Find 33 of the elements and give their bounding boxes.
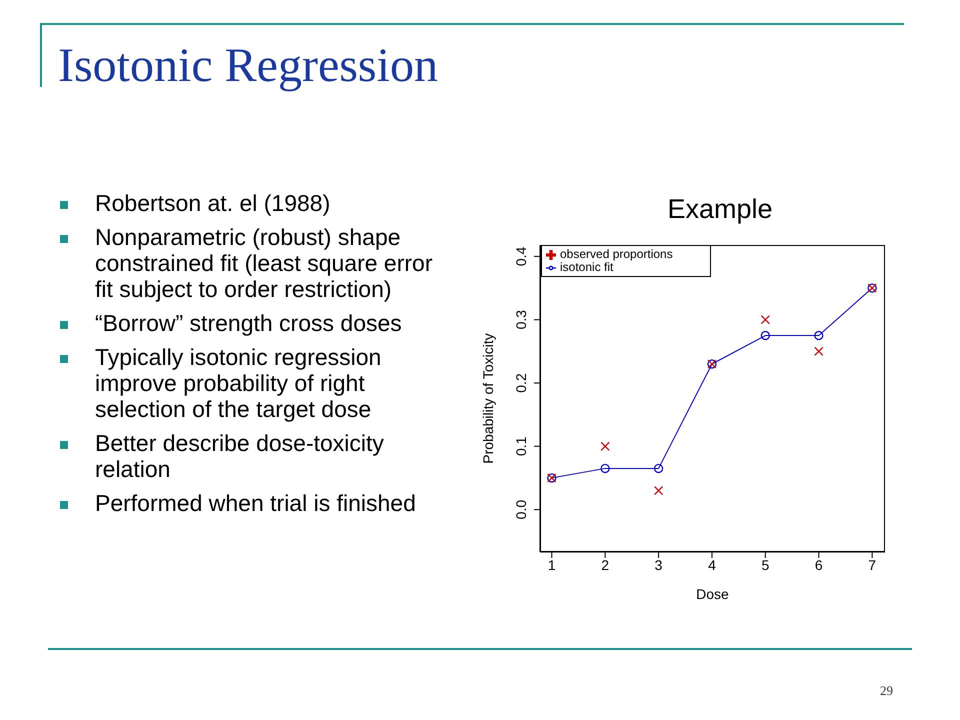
x-tick-label: 5 (761, 556, 770, 573)
point (654, 486, 664, 496)
legend-label: observed proportions (560, 247, 673, 261)
x-axis-title: Dose (696, 586, 730, 602)
text: Performed when trial is finished (95, 490, 416, 516)
point (654, 464, 664, 474)
y-tick-label: 0.3 (513, 310, 529, 330)
x-tick-label: 7 (868, 556, 876, 573)
y-tick-label: 0.1 (513, 436, 529, 456)
text: 29 (880, 683, 893, 699)
point (814, 346, 824, 356)
x-tick-label: 1 (548, 556, 556, 573)
text: Better describe dose-toxicity relation (95, 430, 384, 482)
point (600, 442, 610, 451)
chart-subtitle: Isotonic Regression (58, 38, 438, 93)
x-tick-label: 6 (814, 556, 823, 573)
x-tick-label: 3 (654, 556, 663, 573)
text: Typically isotonic regression improve probability of right selection of the target dose (95, 344, 382, 422)
point (760, 330, 770, 340)
legend-label: isotonic fit (560, 260, 614, 274)
point (600, 464, 610, 474)
point (760, 315, 770, 324)
text: Nonparametric (robust) shape constrained fit (least square error fit subject to order restriction) (95, 224, 432, 302)
y-tick-label: 0.4 (513, 246, 529, 266)
y-axis-title: Probability of Toxicity (480, 333, 496, 464)
text: “Borrow” strength cross doses (95, 310, 402, 336)
y-tick-label: 0.2 (513, 373, 529, 393)
point (814, 330, 824, 340)
x-tick-label: 2 (601, 556, 610, 573)
y-tick-label: 0.0 (513, 500, 529, 520)
text: Robertson at. el (1988) (95, 190, 330, 216)
x-tick-label: 4 (708, 556, 716, 573)
chart-title: Example (666, 194, 774, 225)
